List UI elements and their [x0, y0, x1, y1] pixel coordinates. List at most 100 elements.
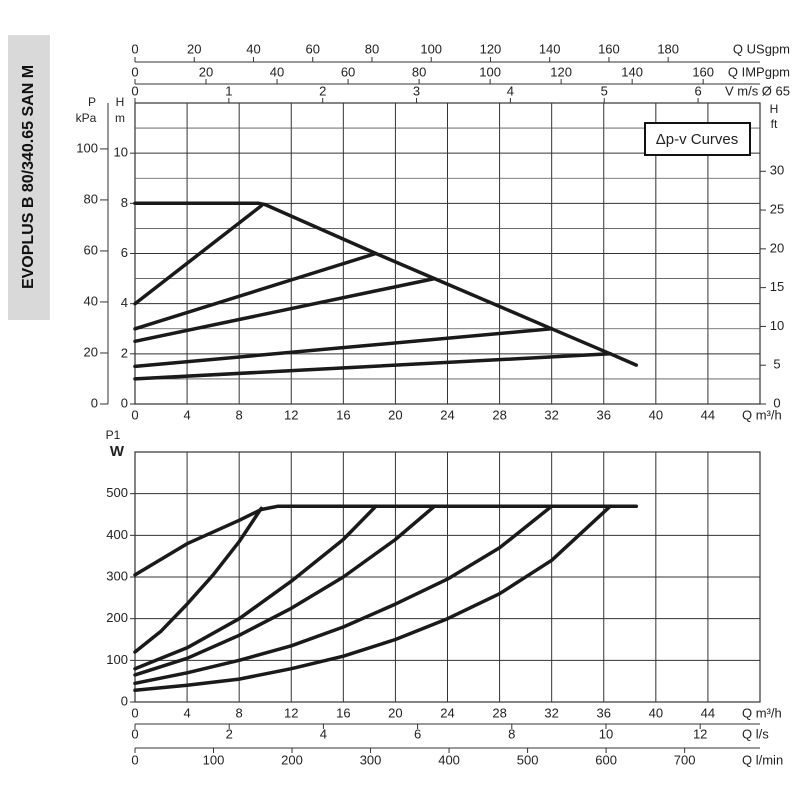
x-axis-label: Q m³/h: [742, 705, 782, 720]
side-label: EVOPLUS B 80/340.65 SAN M: [20, 65, 37, 289]
curve: [133, 504, 378, 671]
y3-tick-label: 40: [84, 293, 98, 308]
x-tick-label: 4: [183, 705, 190, 720]
top-axis-label: V m/s Ø 65: [725, 83, 790, 98]
y-axis-label: P1: [106, 428, 121, 442]
bottom-axis-label: Q l/min: [742, 752, 783, 767]
bottom-axis-tick-label: 300: [360, 752, 382, 767]
top-axis-tick-label: 100: [479, 64, 501, 79]
bottom-axis-tick-label: 400: [438, 752, 460, 767]
curve: [133, 327, 554, 369]
y2-tick-label: 15: [770, 279, 784, 294]
top-axis-tick-label: 120: [550, 64, 572, 79]
x-tick-label: 16: [336, 407, 350, 422]
x-axis-label: Q m³/h: [742, 407, 782, 422]
top-axis-tick-label: 140: [621, 64, 643, 79]
x-tick-label: 0: [131, 705, 138, 720]
y-tick-label: 100: [106, 652, 128, 667]
x-tick-label: 20: [388, 407, 402, 422]
bottom-axis-tick-label: 8: [508, 726, 515, 741]
curve: [133, 201, 639, 367]
bottom-axis-tick-label: 100: [203, 752, 225, 767]
y-tick-label: 500: [106, 485, 128, 500]
curve: [133, 204, 264, 306]
top-axis-tick-label: 60: [305, 41, 319, 56]
y2-axis-label: ft: [771, 117, 778, 131]
top-axis-tick-label: 160: [598, 41, 620, 56]
top-axis-tick-label: 60: [341, 64, 355, 79]
bottom-axis-tick-label: 4: [320, 726, 327, 741]
y-tick-label: 400: [106, 527, 128, 542]
y-tick-label: 200: [106, 610, 128, 625]
y-tick-label: 10: [114, 145, 128, 160]
x-tick-label: 32: [544, 407, 558, 422]
bottom-axis-tick-label: 2: [226, 726, 233, 741]
y-tick-label: 8: [121, 195, 128, 210]
curve: [133, 251, 378, 331]
curve: [133, 276, 437, 344]
top-axis-tick-label: 80: [365, 41, 379, 56]
x-tick-label: 36: [597, 407, 611, 422]
bottom-axis-label: Q l/s: [742, 726, 769, 741]
curve: [133, 352, 613, 381]
x-tick-label: 0: [131, 407, 138, 422]
y3-tick-label: 60: [84, 242, 98, 257]
x-tick-label: 28: [492, 705, 506, 720]
y2-tick-label: 30: [770, 163, 784, 178]
top-axis-tick-label: 0: [131, 41, 138, 56]
y3-axis-label: P: [88, 95, 96, 109]
y3-tick-label: 0: [91, 395, 98, 410]
side-label-bg: [8, 35, 50, 320]
y-tick-label: 0: [121, 395, 128, 410]
y2-tick-label: 5: [773, 357, 780, 372]
curve: [133, 504, 437, 677]
bottom-axis-tick-label: 700: [674, 752, 696, 767]
annotation-box: [644, 122, 751, 156]
y-tick-label: 300: [106, 568, 128, 583]
y-axis-label: H: [116, 95, 125, 109]
curve: [133, 504, 554, 686]
top-axis-tick-label: 160: [692, 64, 714, 79]
x-tick-label: 44: [701, 407, 715, 422]
y3-tick-label: 100: [76, 140, 98, 155]
top-axis-label: Q USgpm: [733, 41, 790, 56]
x-tick-label: 12: [284, 407, 298, 422]
bottom-axis-tick-label: 200: [281, 752, 303, 767]
curve: [133, 504, 613, 693]
y3-tick-label: 80: [84, 191, 98, 206]
top-axis-tick-label: 40: [270, 64, 284, 79]
y-axis-label: m: [115, 111, 125, 125]
top-axis-tick-label: 40: [246, 41, 260, 56]
top-axis-tick-label: 6: [694, 83, 701, 98]
y2-tick-label: 10: [770, 318, 784, 333]
x-tick-label: 44: [701, 705, 715, 720]
y2-axis-label: H: [770, 102, 779, 116]
y-axis-label: W: [110, 443, 125, 460]
top-axis-tick-label: 5: [601, 83, 608, 98]
top-axis-tick-label: 180: [657, 41, 679, 56]
bottom-axis-tick-label: 600: [595, 752, 617, 767]
x-tick-label: 4: [183, 407, 190, 422]
y2-tick-label: 25: [770, 201, 784, 216]
x-tick-label: 40: [649, 407, 663, 422]
top-axis-tick-label: 80: [412, 64, 426, 79]
y-tick-label: 2: [121, 345, 128, 360]
x-tick-label: 24: [440, 407, 454, 422]
bottom-axis-tick-label: 0: [131, 726, 138, 741]
bottom-axis-tick-label: 10: [599, 726, 613, 741]
top-axis-tick-label: 20: [199, 64, 213, 79]
bottom-axis-tick-label: 6: [414, 726, 421, 741]
curve: [133, 506, 264, 654]
curve: [133, 504, 639, 577]
top-axis-tick-label: 100: [420, 41, 442, 56]
y2-tick-label: 20: [770, 240, 784, 255]
y-tick-label: 6: [121, 245, 128, 260]
top-axis-tick-label: 120: [480, 41, 502, 56]
top-axis-tick-label: 2: [319, 83, 326, 98]
top-axis-tick-label: 140: [539, 41, 561, 56]
x-tick-label: 24: [440, 705, 454, 720]
x-tick-label: 20: [388, 705, 402, 720]
x-tick-label: 8: [236, 407, 243, 422]
x-tick-label: 16: [336, 705, 350, 720]
